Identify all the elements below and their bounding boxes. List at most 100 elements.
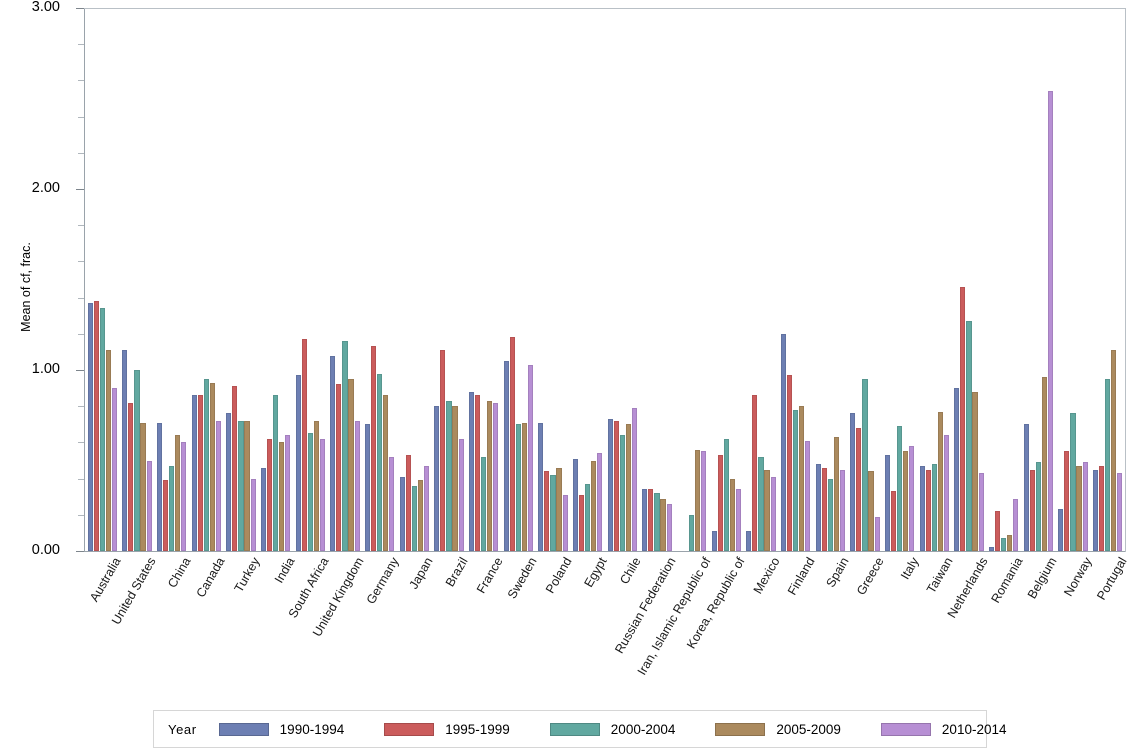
bar[interactable] [897,426,903,551]
bar[interactable] [931,464,937,551]
bar[interactable] [295,375,301,551]
bar[interactable] [307,433,313,551]
bar[interactable] [1041,377,1048,551]
bar[interactable] [244,420,250,551]
bar[interactable] [105,350,112,551]
bar[interactable] [169,465,175,551]
bar[interactable] [1029,469,1035,551]
bar[interactable] [937,411,944,551]
bar[interactable] [226,413,232,551]
bar[interactable] [805,440,811,551]
bar[interactable] [717,455,723,551]
bar[interactable] [607,418,613,551]
bar[interactable] [903,451,909,551]
bar[interactable] [509,337,515,551]
bar[interactable] [758,456,764,551]
bar[interactable] [544,471,550,551]
bar[interactable] [862,379,868,551]
bar[interactable] [1058,509,1064,551]
bar[interactable] [99,308,105,551]
bar[interactable] [631,408,638,551]
legend-entry[interactable]: 2005-2009 [715,722,841,737]
bar[interactable] [87,303,93,551]
legend-entry[interactable]: 2010-2014 [880,722,1006,737]
bar[interactable] [285,435,291,551]
bar[interactable] [752,395,758,551]
bar[interactable] [232,386,238,551]
bar[interactable] [890,491,897,551]
bar[interactable] [925,469,931,551]
bar[interactable] [943,435,950,551]
legend-entry[interactable]: 1995-1999 [384,722,510,737]
bar[interactable] [474,395,481,551]
bar[interactable] [458,438,464,551]
bar[interactable] [1117,473,1123,551]
bar[interactable] [562,494,568,551]
bar[interactable] [988,547,995,551]
bar[interactable] [695,449,701,551]
bar[interactable] [417,480,424,551]
bar[interactable] [197,395,203,551]
bar[interactable] [591,460,597,551]
bar[interactable] [266,438,273,551]
bar[interactable] [642,489,648,551]
bar[interactable] [746,531,752,551]
legend-entry[interactable]: 2000-2004 [549,722,675,737]
bar[interactable] [273,395,279,551]
bar[interactable] [364,424,371,551]
bar[interactable] [1064,451,1070,551]
bar[interactable] [1047,91,1054,551]
bar[interactable] [786,375,793,551]
bar[interactable] [191,395,197,551]
bar[interactable] [850,413,856,551]
bar[interactable] [729,478,736,551]
bar[interactable] [619,435,625,551]
bar[interactable] [452,406,458,551]
bar[interactable] [597,453,603,551]
bar[interactable] [723,438,729,551]
bar[interactable] [578,494,585,551]
bar[interactable] [613,420,619,551]
bar[interactable] [279,442,285,551]
bar[interactable] [122,350,128,551]
bar[interactable] [1111,350,1117,551]
bar[interactable] [625,424,632,551]
bar[interactable] [175,435,181,551]
bar[interactable] [799,406,805,551]
bar[interactable] [93,301,99,551]
bar[interactable] [146,460,152,551]
bar[interactable] [1013,498,1019,551]
bar[interactable] [538,422,544,551]
bar[interactable] [978,473,984,551]
bar[interactable] [1070,413,1076,551]
bar[interactable] [468,391,475,551]
bar[interactable] [764,469,770,551]
bar[interactable] [440,350,446,551]
bar[interactable] [770,476,776,551]
bar[interactable] [411,485,417,551]
bar[interactable] [572,458,579,551]
bar[interactable] [909,446,915,551]
bar[interactable] [815,464,821,551]
bar[interactable] [238,420,244,551]
bar[interactable] [487,400,493,551]
bar[interactable] [833,436,840,551]
bar[interactable] [1076,465,1082,551]
bar[interactable] [423,465,430,551]
bar[interactable] [1001,538,1007,551]
bar[interactable] [1092,469,1099,551]
legend-entry[interactable]: 1990-1994 [218,722,344,737]
bar[interactable] [1098,465,1105,551]
bar[interactable] [140,422,146,551]
bar[interactable] [527,364,534,551]
bar[interactable] [972,391,978,551]
bar[interactable] [181,442,187,551]
bar[interactable] [434,406,440,551]
bar[interactable] [856,427,862,551]
bar[interactable] [919,465,925,551]
bar[interactable] [1105,379,1111,551]
bar[interactable] [654,493,660,551]
bar[interactable] [960,286,966,551]
bar[interactable] [342,341,348,551]
bar[interactable] [336,384,342,551]
